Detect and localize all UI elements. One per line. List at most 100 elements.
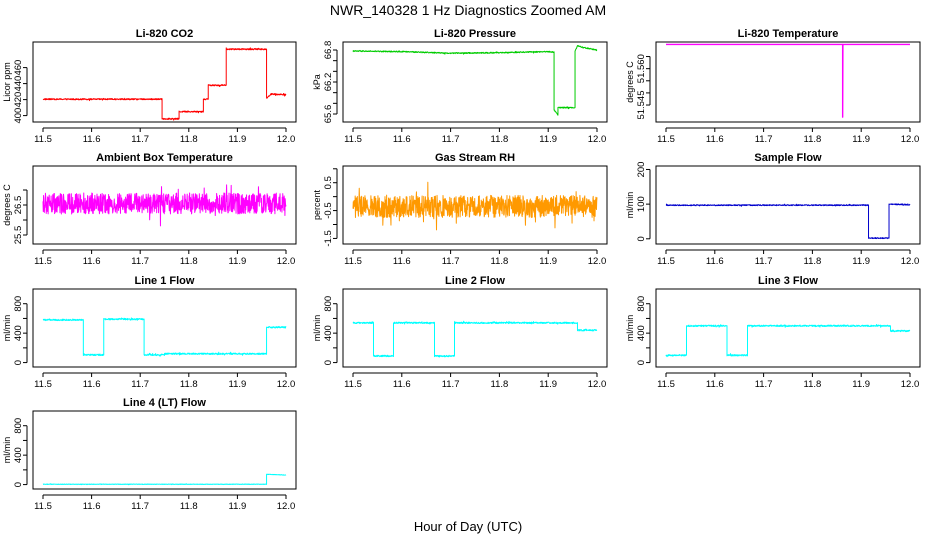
y-axis-label: kPa (312, 74, 322, 90)
x-tick-label: 11.7 (442, 256, 460, 267)
panel-title: Li-820 Pressure (434, 28, 516, 40)
x-tick-label: 11.8 (180, 379, 198, 390)
x-tick-label: 11.9 (852, 256, 870, 267)
y-tick-label: 51.545 (636, 90, 647, 119)
x-tick-label: 11.7 (131, 501, 149, 512)
plot-frame (655, 41, 921, 123)
x-tick-label: 11.5 (657, 379, 675, 390)
x-tick-label: 11.9 (852, 134, 870, 145)
y-tick-label: 0.5 (323, 176, 334, 189)
x-tick-label: 11.5 (657, 134, 675, 145)
panel-3: Li-820 Temperature 11.5 11.6 11.7 11.8 11.9 12… (625, 28, 921, 145)
series-line (42, 317, 287, 357)
x-tick-label: 11.9 (539, 379, 557, 390)
x-tick-label: 12.0 (588, 134, 607, 145)
series-line (352, 181, 598, 231)
x-tick-label: 11.5 (657, 256, 675, 267)
x-tick-label: 11.6 (83, 501, 101, 512)
x-tick-label: 11.6 (83, 134, 101, 145)
y-tick-label: 800 (13, 418, 24, 434)
y-axis-label: ml/min (2, 315, 12, 342)
y-axis-label: ml/min (312, 315, 322, 342)
x-tick-label: 11.6 (706, 134, 724, 145)
x-tick-label: 12.0 (588, 379, 607, 390)
series-line (42, 47, 287, 121)
x-tick-label: 11.5 (344, 134, 362, 145)
panel-title: Line 2 Flow (445, 275, 505, 287)
panel-title: Line 3 Flow (758, 275, 818, 287)
y-tick-label: 420 (13, 92, 24, 108)
x-tick-label: 11.8 (804, 256, 822, 267)
x-tick-label: 11.5 (34, 379, 52, 390)
plot-frame (655, 165, 921, 245)
x-tick-label: 12.0 (277, 501, 296, 512)
panel-4: Ambient Box Temperature 11.5 11.6 11.7 11.8 1… (2, 152, 297, 267)
y-axis-label: ml/min (625, 192, 635, 219)
panels-group: Li-820 CO2 11.5 11.6 11.7 11.8 11.9 12.0 400 420… (2, 28, 921, 512)
x-tick-label: 11.7 (131, 256, 149, 267)
plot-frame (655, 288, 921, 368)
panel-9: Line 3 Flow 11.5 11.6 11.7 11.8 11.9 12.0 0 400 8… (625, 275, 921, 390)
x-tick-label: 11.9 (229, 256, 247, 267)
y-tick-label: 460 (13, 60, 24, 76)
x-tick-label: 11.8 (180, 134, 198, 145)
y-tick-label: 800 (636, 296, 647, 312)
x-tick-label: 11.6 (83, 256, 101, 267)
series-line (42, 184, 287, 227)
x-tick-label: 11.7 (755, 379, 773, 390)
y-tick-label: 26.5 (13, 196, 24, 215)
x-tick-label: 11.7 (755, 134, 773, 145)
panel-2: Li-820 Pressure 11.5 11.6 11.7 11.8 11.9 12.0 6… (312, 28, 608, 145)
x-tick-label: 11.8 (491, 256, 509, 267)
x-tick-label: 11.9 (539, 256, 557, 267)
y-tick-label: 800 (13, 296, 24, 312)
series-line (352, 45, 598, 116)
panel-7: Line 1 Flow 11.5 11.6 11.7 11.8 11.9 12.0 0 400 8… (2, 275, 297, 390)
panel-8: Line 2 Flow 11.5 11.6 11.7 11.8 11.9 12.0 0 400 8… (312, 275, 608, 390)
plot-frame (32, 288, 297, 368)
panel-title: Line 4 (LT) Flow (123, 397, 206, 409)
x-tick-label: 11.6 (706, 256, 724, 267)
y-tick-label: 800 (323, 296, 334, 312)
panel-1: Li-820 CO2 11.5 11.6 11.7 11.8 11.9 12.0 400420… (2, 28, 297, 145)
y-axis-label: ml/min (625, 315, 635, 342)
y-tick-label: -0.5 (323, 202, 334, 218)
panel-title: Line 1 Flow (135, 275, 195, 287)
y-tick-label: -1.5 (323, 230, 334, 246)
panel-title: Li-820 Temperature (738, 28, 839, 40)
x-tick-label: 11.9 (229, 379, 247, 390)
plot-frame (342, 165, 608, 245)
x-tick-label: 12.0 (901, 256, 920, 267)
figure-title: NWR_140328 1 Hz Diagnostics Zoomed AM (330, 2, 606, 18)
series-line (352, 320, 598, 358)
x-tick-label: 11.5 (344, 379, 362, 390)
series-line (666, 43, 910, 118)
y-tick-label: 0 (13, 482, 24, 487)
y-tick-label: 100 (636, 196, 647, 212)
x-tick-label: 11.5 (34, 501, 52, 512)
x-tick-label: 11.8 (491, 134, 509, 145)
x-tick-label: 12.0 (277, 134, 296, 145)
panel-5: Gas Stream RH 11.5 11.6 11.7 11.8 11.9 12.0 -1.… (312, 152, 608, 267)
y-tick-label: 400 (13, 447, 24, 463)
x-tick-label: 11.8 (804, 379, 822, 390)
y-tick-label: 0 (636, 236, 647, 241)
plot-frame (342, 288, 608, 368)
x-tick-label: 11.7 (131, 134, 149, 145)
series-line (665, 203, 911, 240)
panel-title: Sample Flow (754, 152, 822, 164)
x-tick-label: 11.8 (180, 256, 198, 267)
y-tick-label: 400 (323, 325, 334, 341)
plot-frame (342, 41, 608, 123)
y-tick-label: 0 (636, 360, 647, 365)
series-line (42, 473, 287, 486)
figure-xlabel: Hour of Day (UTC) (414, 519, 522, 534)
x-tick-label: 11.8 (804, 134, 822, 145)
panel-title: Li-820 CO2 (136, 28, 193, 40)
x-tick-label: 11.6 (393, 256, 411, 267)
x-tick-label: 11.9 (852, 379, 870, 390)
x-tick-label: 11.7 (442, 134, 460, 145)
y-tick-label: 400 (636, 325, 647, 341)
